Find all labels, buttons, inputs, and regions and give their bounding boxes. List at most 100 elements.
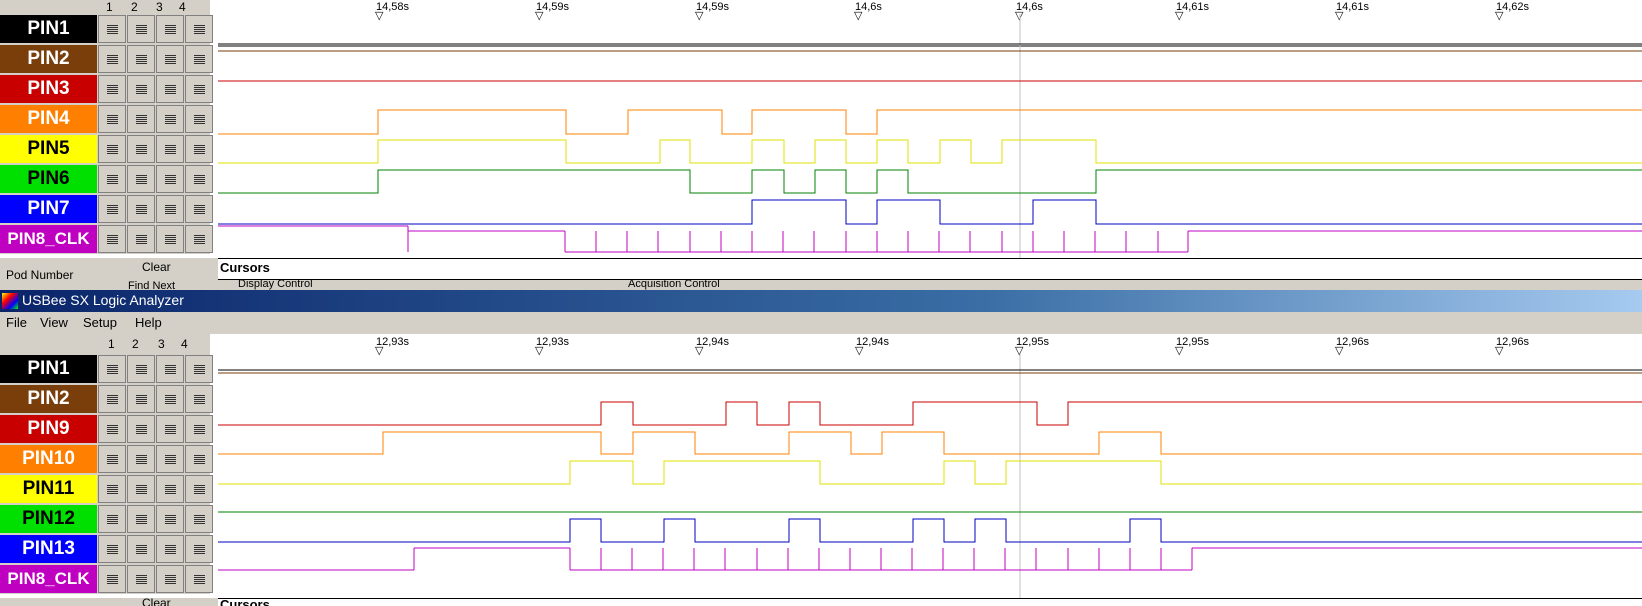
pin-name-label[interactable]: PIN9 xyxy=(0,415,97,443)
pod-2-cell[interactable] xyxy=(127,165,155,193)
pod-3-cell[interactable] xyxy=(156,165,184,193)
clear-button[interactable]: Clear xyxy=(142,260,171,274)
pin-name-label[interactable]: PIN7 xyxy=(0,195,97,223)
time-label: 14,62s xyxy=(1496,1,1530,13)
pod-4-cell[interactable] xyxy=(185,165,213,193)
menu-file[interactable]: File xyxy=(6,315,27,330)
clear-button-bottom[interactable]: Clear xyxy=(142,596,171,606)
pod-1-cell[interactable] xyxy=(98,445,126,473)
pod-3-cell[interactable] xyxy=(156,225,184,253)
pod-4-cell[interactable] xyxy=(185,445,213,473)
pin-name-label[interactable]: PIN6 xyxy=(0,165,97,193)
pod-3-cell[interactable] xyxy=(156,385,184,413)
pod-3-cell[interactable] xyxy=(156,355,184,383)
pod-4-cell[interactable] xyxy=(185,505,213,533)
pod-3-cell[interactable] xyxy=(156,195,184,223)
pod-3-cell[interactable] xyxy=(156,135,184,163)
pod-2-cell[interactable] xyxy=(127,355,155,383)
pin-name-label[interactable]: PIN12 xyxy=(0,505,97,533)
time-label: 12,95s xyxy=(1176,336,1210,348)
pod-2-cell[interactable] xyxy=(127,15,155,43)
pod-1-cell[interactable] xyxy=(98,15,126,43)
pod-1-cell[interactable] xyxy=(98,475,126,503)
pod-4-cell[interactable] xyxy=(185,535,213,563)
pod-2-cell[interactable] xyxy=(127,535,155,563)
pod-2-cell[interactable] xyxy=(127,45,155,73)
pod-4-cell[interactable] xyxy=(185,195,213,223)
pod-3-cell[interactable] xyxy=(156,475,184,503)
pod-4-cell[interactable] xyxy=(185,385,213,413)
pod-1-cell[interactable] xyxy=(98,505,126,533)
pod-1-cell[interactable] xyxy=(98,105,126,133)
pin-name-label[interactable]: PIN1 xyxy=(0,355,97,383)
top-waveform-area[interactable]: 14,58s ▽ 14,59s ▽ 14,59s ▽ 14,6s ▽ 14,6s ▽ 14,61s ▽… xyxy=(218,0,1642,258)
pod-2-cell[interactable] xyxy=(127,415,155,443)
pod-3-cell[interactable] xyxy=(156,415,184,443)
pin-name-label[interactable]: PIN3 xyxy=(0,75,97,103)
pod-4-cell[interactable] xyxy=(185,135,213,163)
menu-view[interactable]: View xyxy=(40,315,68,330)
pod-icon xyxy=(136,515,147,524)
pod-1-cell[interactable] xyxy=(98,75,126,103)
pod-4-cell[interactable] xyxy=(185,45,213,73)
menu-setup[interactable]: Setup xyxy=(83,315,117,330)
pod-col-2: 2 xyxy=(131,0,138,14)
pod-2-cell[interactable] xyxy=(127,75,155,103)
pod-4-cell[interactable] xyxy=(185,475,213,503)
pod-2-cell[interactable] xyxy=(127,505,155,533)
pin-name-label[interactable]: PIN2 xyxy=(0,45,97,73)
pod-icon xyxy=(194,85,205,94)
pin-name-label[interactable]: PIN2 xyxy=(0,385,97,413)
pod-1-cell[interactable] xyxy=(98,535,126,563)
pod-3-cell[interactable] xyxy=(156,45,184,73)
pod-1-cell[interactable] xyxy=(98,165,126,193)
top-pin-row: PIN4 xyxy=(0,104,213,134)
pin-name-label[interactable]: PIN1 xyxy=(0,15,97,43)
pod-2-cell[interactable] xyxy=(127,475,155,503)
pin-name-label[interactable]: PIN8_CLK xyxy=(0,225,97,253)
pod-4-cell[interactable] xyxy=(185,355,213,383)
pod-1-cell[interactable] xyxy=(98,195,126,223)
signal-trace xyxy=(218,109,1642,135)
menu-help[interactable]: Help xyxy=(135,315,162,330)
pod-1-cell[interactable] xyxy=(98,385,126,413)
pod-2-cell[interactable] xyxy=(127,445,155,473)
pod-2-cell[interactable] xyxy=(127,195,155,223)
pod-1-cell[interactable] xyxy=(98,565,126,593)
bottom-waveform-area[interactable]: 12,93s ▽ 12,93s ▽ 12,94s ▽ 12,94s ▽ 12,95s ▽ 12,95… xyxy=(218,334,1642,598)
pin-name-label[interactable]: PIN13 xyxy=(0,535,97,563)
pod-1-cell[interactable] xyxy=(98,415,126,443)
pod-4-cell[interactable] xyxy=(185,15,213,43)
pod-4-cell[interactable] xyxy=(185,105,213,133)
pod-icon xyxy=(194,425,205,434)
pod-2-cell[interactable] xyxy=(127,135,155,163)
pin-name-label[interactable]: PIN4 xyxy=(0,105,97,133)
pod-3-cell[interactable] xyxy=(156,535,184,563)
find-next-button[interactable]: Find Next xyxy=(128,280,176,290)
pod-1-cell[interactable] xyxy=(98,355,126,383)
pin-name-label[interactable]: PIN11 xyxy=(0,475,97,503)
pod-3-cell[interactable] xyxy=(156,75,184,103)
pod-1-cell[interactable] xyxy=(98,225,126,253)
pod-3-cell[interactable] xyxy=(156,105,184,133)
pod-3-cell[interactable] xyxy=(156,445,184,473)
pod-3-cell[interactable] xyxy=(156,565,184,593)
pod-3-cell[interactable] xyxy=(156,505,184,533)
window-titlebar[interactable]: USBee SX Logic Analyzer xyxy=(0,290,1642,312)
pin-name-label[interactable]: PIN10 xyxy=(0,445,97,473)
pod-4-cell[interactable] xyxy=(185,415,213,443)
pod-icon xyxy=(194,205,205,214)
pod-3-cell[interactable] xyxy=(156,15,184,43)
pod-4-cell[interactable] xyxy=(185,565,213,593)
pod-2-cell[interactable] xyxy=(127,565,155,593)
pod-1-cell[interactable] xyxy=(98,135,126,163)
pod-2-cell[interactable] xyxy=(127,385,155,413)
pod-4-cell[interactable] xyxy=(185,75,213,103)
menu-bar: File View Setup Help xyxy=(0,312,1642,334)
pod-2-cell[interactable] xyxy=(127,105,155,133)
pin-name-label[interactable]: PIN5 xyxy=(0,135,97,163)
pod-1-cell[interactable] xyxy=(98,45,126,73)
pod-2-cell[interactable] xyxy=(127,225,155,253)
pin-name-label[interactable]: PIN8_CLK xyxy=(0,565,97,593)
pod-4-cell[interactable] xyxy=(185,225,213,253)
